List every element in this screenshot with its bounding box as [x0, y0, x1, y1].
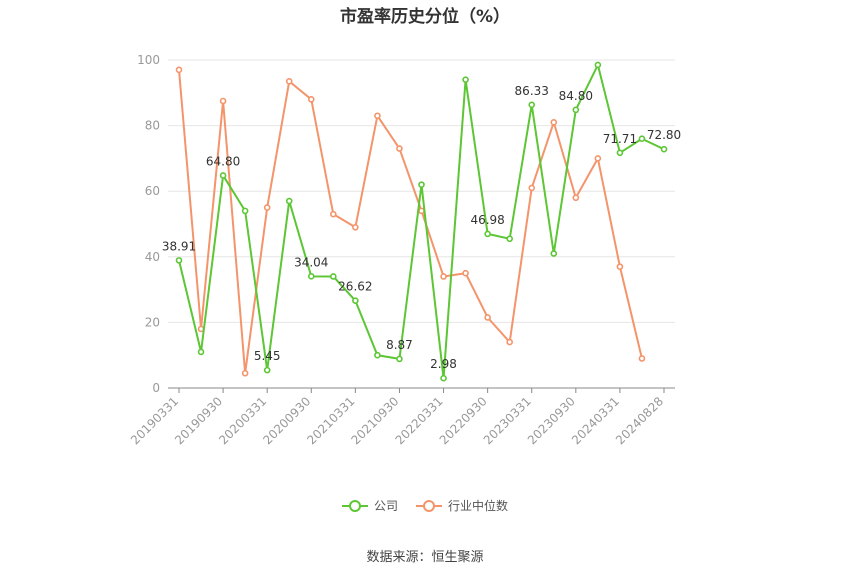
- data-point-industry: [506, 338, 513, 346]
- data-point-industry: [572, 194, 580, 202]
- data-point-company: [440, 374, 447, 382]
- legend-label-company: 公司: [373, 499, 398, 513]
- data-point-company: [484, 230, 491, 238]
- series-line-company: [178, 63, 665, 380]
- data-point-company: [550, 250, 558, 257]
- data-point-company: [528, 101, 536, 109]
- data-point-company: [263, 366, 271, 374]
- y-tick-label: 60: [145, 184, 160, 198]
- data-point-industry: [241, 369, 249, 377]
- data-label: 8.87: [386, 338, 413, 352]
- y-tick-label: 80: [145, 119, 160, 133]
- data-point-industry: [528, 184, 536, 192]
- data-point-industry: [440, 273, 447, 280]
- legend: 公司 行业中位数: [0, 497, 850, 514]
- data-point-industry: [594, 155, 602, 162]
- line-chart: 0204060801002019033120190930202003312020…: [128, 53, 681, 447]
- y-tick-label: 0: [152, 381, 160, 395]
- data-label: 84.80: [559, 89, 593, 103]
- data-label: 64.80: [206, 154, 240, 168]
- data-point-industry: [307, 96, 315, 103]
- data-point-company: [638, 135, 646, 143]
- data-point-company: [175, 257, 183, 264]
- legend-marker: [348, 499, 361, 512]
- data-point-industry: [330, 210, 337, 218]
- data-label: 46.98: [470, 213, 504, 227]
- data-label: 5.45: [254, 349, 281, 363]
- legend-item-industry[interactable]: 行业中位数: [416, 497, 508, 514]
- series-line-industry: [178, 69, 643, 375]
- data-point-industry: [285, 78, 293, 85]
- data-label: 2.98: [430, 357, 457, 371]
- data-point-company: [307, 273, 315, 280]
- legend-label-industry: 行业中位数: [448, 499, 509, 513]
- data-point-industry: [484, 314, 491, 321]
- data-point-industry: [219, 97, 227, 105]
- data-label: 72.80: [647, 128, 681, 142]
- chart-title: 市盈率历史分位（%）: [339, 7, 511, 27]
- data-point-company: [506, 235, 513, 243]
- data-point-company: [660, 145, 668, 153]
- data-point-industry: [374, 112, 381, 120]
- data-point-industry: [638, 355, 646, 362]
- data-point-company: [219, 172, 227, 179]
- data-point-industry: [550, 119, 558, 126]
- data-label: 71.71: [603, 132, 637, 146]
- x-tick-label: 20240828: [613, 394, 666, 447]
- data-point-industry: [616, 263, 624, 270]
- data-point-industry: [352, 223, 359, 231]
- legend-swatch-company: [341, 499, 368, 513]
- source-note: 数据来源：恒生聚源: [366, 550, 484, 565]
- data-label: 34.04: [294, 255, 328, 269]
- data-point-industry: [263, 204, 271, 211]
- data-point-company: [418, 181, 425, 188]
- data-point-company: [285, 197, 293, 205]
- data-point-company: [616, 149, 624, 157]
- data-label: 26.62: [338, 280, 372, 294]
- data-point-company: [330, 273, 337, 280]
- data-label: 38.91: [162, 239, 196, 253]
- legend-marker: [423, 499, 435, 512]
- y-tick-label: 40: [145, 250, 160, 264]
- data-point-company: [462, 76, 469, 83]
- data-point-industry: [462, 269, 469, 277]
- y-tick-label: 100: [137, 53, 160, 67]
- data-point-industry: [175, 66, 183, 74]
- data-point-company: [572, 106, 580, 114]
- y-tick-label: 20: [145, 315, 160, 329]
- legend-item-company[interactable]: 公司: [341, 497, 398, 514]
- legend-swatch-industry: [416, 499, 442, 513]
- data-point-company: [241, 207, 249, 215]
- data-point-company: [594, 61, 602, 69]
- data-label: 86.33: [515, 84, 549, 98]
- data-point-company: [197, 348, 205, 356]
- data-point-company: [374, 351, 381, 359]
- data-point-company: [396, 355, 403, 363]
- data-point-company: [352, 297, 359, 304]
- data-point-industry: [418, 207, 425, 215]
- data-point-industry: [396, 145, 403, 152]
